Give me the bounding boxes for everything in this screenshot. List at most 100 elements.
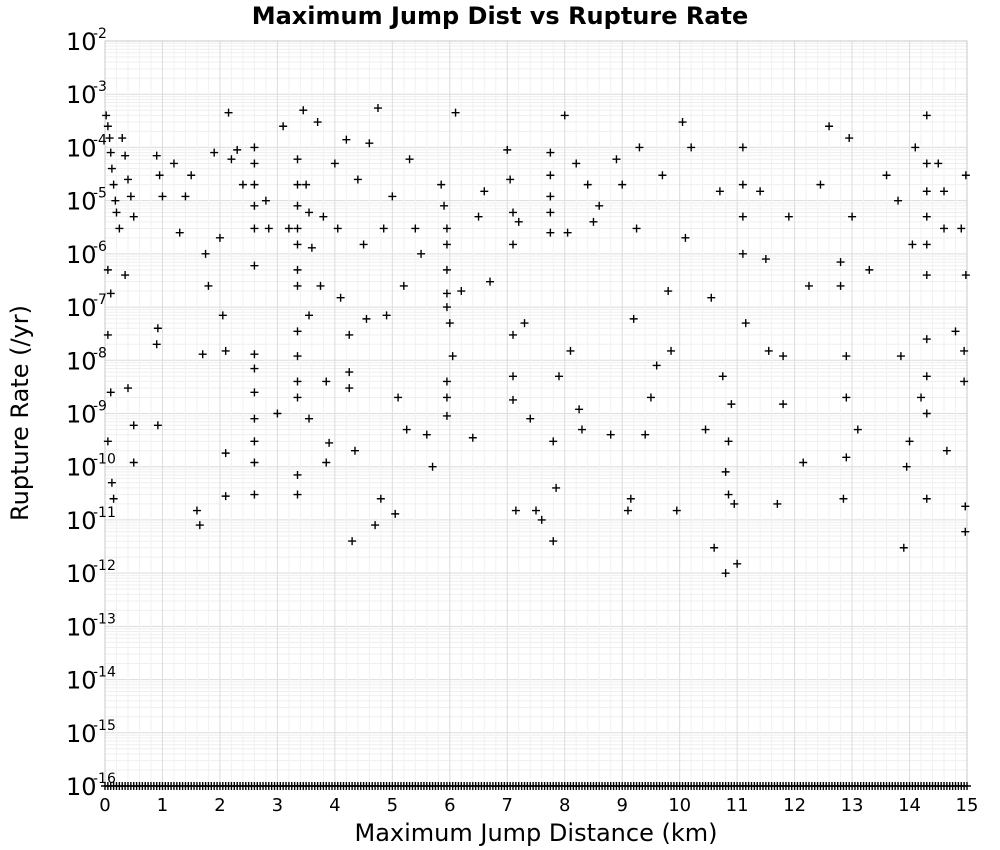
- data-point: [894, 196, 903, 205]
- data-point: [201, 249, 210, 258]
- data-point: [153, 421, 162, 430]
- data-point: [437, 180, 446, 189]
- data-point: [250, 364, 259, 373]
- data-point: [106, 289, 115, 298]
- y-tick-exponent: -4: [93, 132, 107, 148]
- data-point: [302, 180, 311, 189]
- data-point: [738, 180, 747, 189]
- data-point: [842, 393, 851, 402]
- y-tick-base: 10: [66, 454, 97, 482]
- data-point: [109, 494, 118, 503]
- data-point: [623, 506, 632, 515]
- data-point: [442, 224, 451, 233]
- grid-layer: [104, 41, 968, 787]
- data-point: [667, 346, 676, 355]
- data-point: [293, 281, 302, 290]
- y-tick-label: 10-8: [66, 345, 107, 375]
- data-point: [761, 255, 770, 264]
- data-point: [359, 240, 368, 249]
- y-tick-exponent: -14: [93, 665, 116, 681]
- x-tick-label: 9: [616, 795, 627, 816]
- data-point: [123, 384, 132, 393]
- data-point: [250, 437, 259, 446]
- data-point: [348, 537, 357, 546]
- data-point: [153, 324, 162, 333]
- data-point: [741, 319, 750, 328]
- data-point: [836, 281, 845, 290]
- data-point: [738, 143, 747, 152]
- y-tick-label: 10-16: [66, 771, 116, 801]
- data-point: [509, 208, 518, 217]
- x-tick-label: 5: [387, 795, 398, 816]
- data-point: [678, 118, 687, 127]
- data-point: [865, 265, 874, 274]
- data-point: [724, 490, 733, 499]
- data-point: [103, 122, 112, 131]
- data-point: [330, 159, 339, 168]
- data-point: [922, 111, 931, 120]
- data-point: [583, 180, 592, 189]
- x-tick-label: 11: [726, 795, 749, 816]
- y-tick-labels: 10-1610-1510-1410-1310-1210-1110-1010-91…: [66, 26, 116, 801]
- data-point: [250, 159, 259, 168]
- y-tick-base: 10: [66, 347, 97, 375]
- data-point: [107, 478, 116, 487]
- data-point: [224, 108, 233, 117]
- data-point: [727, 400, 736, 409]
- data-point: [175, 228, 184, 237]
- data-point: [922, 335, 931, 344]
- data-point: [345, 384, 354, 393]
- data-point: [305, 414, 314, 423]
- data-point: [112, 208, 121, 217]
- data-point: [474, 212, 483, 221]
- x-tick-label: 10: [668, 795, 691, 816]
- data-point: [373, 104, 382, 113]
- data-point: [399, 281, 408, 290]
- data-point: [934, 159, 943, 168]
- data-point: [187, 171, 196, 180]
- data-point: [445, 319, 454, 328]
- x-tick-label: 1: [157, 795, 168, 816]
- data-point: [129, 212, 138, 221]
- data-point: [532, 506, 540, 515]
- data-point: [442, 240, 451, 249]
- y-tick-base: 10: [66, 773, 97, 801]
- data-point: [442, 303, 451, 312]
- data-point: [537, 515, 546, 524]
- data-point: [672, 506, 681, 515]
- data-point: [632, 224, 641, 233]
- data-point: [103, 437, 112, 446]
- y-tick-label: 10-10: [66, 452, 116, 482]
- y-tick-base: 10: [66, 613, 97, 641]
- data-point: [103, 265, 112, 274]
- data-point: [922, 372, 931, 381]
- data-point: [152, 340, 161, 349]
- data-point: [845, 134, 854, 143]
- data-point: [738, 249, 747, 258]
- data-point: [957, 224, 966, 233]
- data-point: [554, 372, 563, 381]
- y-tick-label: 10-12: [66, 558, 116, 588]
- y-tick-label: 10-4: [66, 132, 107, 162]
- data-point: [371, 521, 380, 530]
- data-point: [902, 462, 911, 471]
- data-point: [646, 393, 655, 402]
- x-tick-label: 3: [272, 795, 283, 816]
- data-point: [293, 155, 302, 164]
- y-tick-label: 10-9: [66, 399, 107, 429]
- data-point: [233, 145, 242, 154]
- data-point: [922, 159, 931, 168]
- data-point: [779, 352, 788, 361]
- data-point: [250, 490, 259, 499]
- x-tick-label: 6: [444, 795, 455, 816]
- data-point: [198, 350, 207, 359]
- data-point: [221, 346, 230, 355]
- data-point: [575, 405, 584, 414]
- data-point: [917, 393, 926, 402]
- data-point: [333, 224, 342, 233]
- data-point: [345, 330, 354, 339]
- data-point: [448, 352, 457, 361]
- x-tick-label: 13: [841, 795, 864, 816]
- data-point: [468, 433, 477, 442]
- data-point: [284, 224, 293, 233]
